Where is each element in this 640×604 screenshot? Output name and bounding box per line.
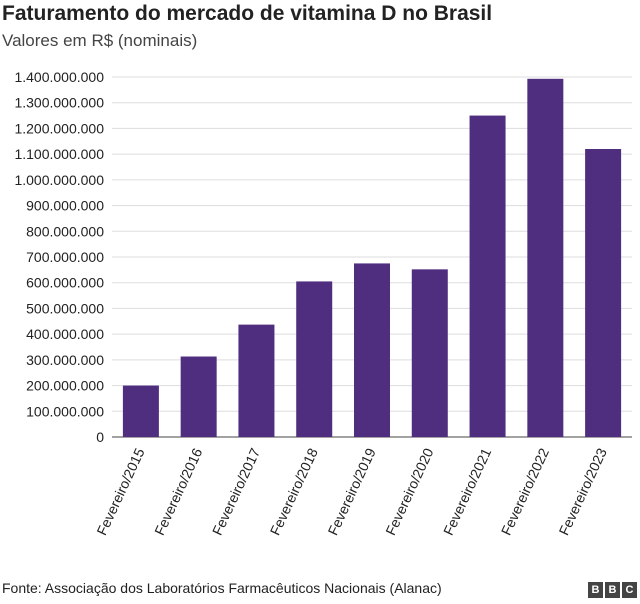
y-tick-label: 300.000.000 (26, 352, 104, 368)
bars (122, 78, 622, 438)
bbc-logo: B B C (588, 582, 637, 598)
x-tick-label: Fevereiro/2021 (440, 445, 494, 537)
y-tick-label: 100.000.000 (26, 403, 104, 419)
bar (411, 269, 448, 437)
logo-letter: B (588, 582, 603, 598)
y-tick-label: 500.000.000 (26, 300, 104, 316)
x-tick-label: Fevereiro/2022 (498, 445, 552, 537)
y-tick-label: 1.400.000.000 (14, 69, 104, 85)
y-tick-label: 1.300.000.000 (14, 95, 104, 111)
y-tick-label: 900.000.000 (26, 198, 104, 214)
x-axis-ticks: Fevereiro/2015 Fevereiro/2016 Fevereiro/20… (93, 445, 610, 537)
y-tick-label: 700.000.000 (26, 249, 104, 265)
bar (296, 281, 333, 437)
bar (180, 356, 217, 437)
logo-letter: B (605, 582, 620, 598)
bar (585, 149, 622, 437)
bar-chart: 0 100.000.000 200.000.000 300.000.000 400.00… (14, 69, 632, 538)
y-tick-label: 800.000.000 (26, 223, 104, 239)
y-tick-label: 1.100.000.000 (14, 146, 104, 162)
x-tick-label: Fevereiro/2016 (151, 445, 205, 537)
bar (354, 263, 390, 437)
x-tick-label: Fevereiro/2015 (93, 445, 147, 537)
y-tick-label: 400.000.000 (26, 326, 104, 342)
chart-subtitle: Valores em R$ (nominais) (2, 31, 198, 50)
source-note: Fonte: Associação dos Laboratórios Farma… (2, 580, 442, 596)
y-tick-label: 1.000.000.000 (14, 172, 104, 188)
y-tick-label: 600.000.000 (26, 275, 104, 291)
x-tick-label: Fevereiro/2018 (267, 445, 321, 537)
bar (469, 115, 506, 438)
chart-title: Faturamento do mercado de vitamina D no … (2, 2, 493, 25)
bar (238, 324, 275, 437)
y-tick-label: 1.200.000.000 (14, 120, 104, 136)
x-tick-label: Fevereiro/2017 (209, 445, 263, 537)
bar (527, 78, 564, 438)
logo-letter: C (622, 582, 637, 598)
x-tick-label: Fevereiro/2023 (556, 445, 610, 537)
y-tick-label: 0 (96, 429, 104, 445)
x-tick-label: Fevereiro/2020 (382, 445, 436, 537)
y-tick-label: 200.000.000 (26, 378, 104, 394)
x-tick-label: Fevereiro/2019 (324, 445, 378, 537)
y-axis-ticks: 0 100.000.000 200.000.000 300.000.000 400.00… (14, 69, 104, 445)
bar (122, 385, 159, 437)
